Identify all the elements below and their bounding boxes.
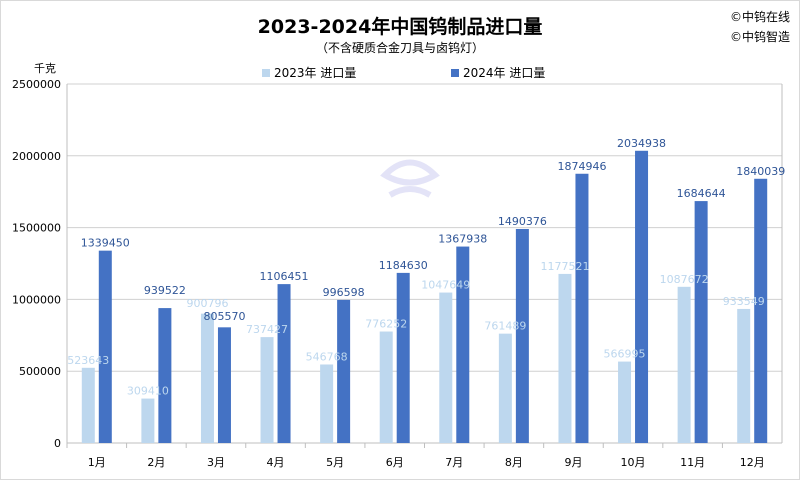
bar-2023 <box>260 337 274 443</box>
data-label-2024: 1874946 <box>557 160 606 173</box>
data-label-2024: 2034938 <box>617 137 666 150</box>
y-tick-label: 0 <box>54 437 61 450</box>
data-label-2024: 805570 <box>203 310 245 323</box>
x-tick-label: 5月 <box>326 456 344 469</box>
chart-title: 2023-2024年中国钨制品进口量 <box>257 16 543 38</box>
data-label-2023: 566995 <box>604 348 646 361</box>
bar-2023 <box>558 273 572 443</box>
x-tick-label: 3月 <box>207 456 225 469</box>
x-tick-label: 10月 <box>621 456 646 469</box>
logo-mark-icon <box>380 159 440 198</box>
bar-2024 <box>754 178 768 444</box>
data-label-2024: 996598 <box>323 286 365 299</box>
data-label-2023: 546768 <box>306 350 348 363</box>
bar-2024 <box>575 173 589 443</box>
bar-2024 <box>456 246 470 443</box>
bar-2023 <box>320 364 334 443</box>
data-label-2023: 737427 <box>246 323 288 336</box>
bar-2024 <box>277 284 291 443</box>
y-tick-label: 1000000 <box>12 293 61 306</box>
bar-2023 <box>618 361 632 443</box>
credit-1: ©中钨在线 <box>729 10 790 24</box>
data-label-2023: 933549 <box>723 295 765 308</box>
bar-2024 <box>694 201 708 443</box>
data-label-2023: 523643 <box>67 354 109 367</box>
x-tick-label: 11月 <box>680 456 705 469</box>
legend-2023: 2023年 进口量 <box>262 64 356 81</box>
bar-2024 <box>635 150 649 443</box>
legend-swatch-2024 <box>451 68 459 77</box>
bar-2023 <box>81 367 95 443</box>
x-tick-label: 12月 <box>740 456 765 469</box>
legend-2024: 2024年 进口量 <box>451 64 545 81</box>
data-label-2023: 900796 <box>186 297 228 310</box>
bar-2024 <box>217 327 231 443</box>
data-label-2023: 1087672 <box>660 273 709 286</box>
bar-2024 <box>158 308 172 443</box>
x-tick-label: 7月 <box>445 456 463 469</box>
chart-subtitle: （不含硬质合金刀具与卤钨灯） <box>315 41 484 55</box>
legend-label-2023: 2023年 进口量 <box>274 66 357 80</box>
bar-2024 <box>396 272 410 443</box>
data-label-2023: 1177521 <box>540 260 589 273</box>
data-label-2024: 1106451 <box>260 270 309 283</box>
x-tick-label: 2月 <box>147 456 165 469</box>
data-label-2024: 939522 <box>144 284 186 297</box>
y-tick-label: 2500000 <box>12 78 61 91</box>
bar-2023 <box>737 308 751 443</box>
x-tick-label: 6月 <box>386 456 404 469</box>
bar-2023 <box>498 333 512 443</box>
bar-2024 <box>98 250 112 443</box>
legend-label-2024: 2024年 进口量 <box>463 66 546 80</box>
x-tick-label: 8月 <box>505 456 523 469</box>
data-label-2024: 1184630 <box>379 259 428 272</box>
y-tick-label: 2000000 <box>12 150 61 163</box>
data-label-2024: 1684644 <box>677 187 726 200</box>
credit-2: ©中钨智造 <box>729 30 790 44</box>
data-label-2024: 1490376 <box>498 215 547 228</box>
x-tick-label: 4月 <box>267 456 285 469</box>
data-label-2024: 1339450 <box>81 237 130 250</box>
y-tick-label: 1500000 <box>12 222 61 235</box>
x-tick-label: 9月 <box>564 456 582 469</box>
bar-2023 <box>200 313 214 443</box>
data-label-2023: 309410 <box>127 385 169 398</box>
bar-2023 <box>141 398 155 443</box>
data-label-2023: 776252 <box>365 318 407 331</box>
bar-2023 <box>379 331 393 443</box>
bar-2023 <box>677 286 691 443</box>
bar-2024 <box>515 228 529 443</box>
x-tick-label: 1月 <box>88 456 106 469</box>
legend-swatch-2023 <box>262 68 270 77</box>
data-label-2024: 1840039 <box>736 165 785 178</box>
bar-2023 <box>439 292 453 443</box>
y-axis-unit: 千克 <box>34 62 56 75</box>
y-tick-label: 500000 <box>19 365 61 378</box>
data-label-2024: 1367938 <box>438 233 487 246</box>
data-label-2023: 1047649 <box>421 279 470 292</box>
data-label-2023: 761489 <box>484 320 526 333</box>
bar-2024 <box>337 299 351 443</box>
